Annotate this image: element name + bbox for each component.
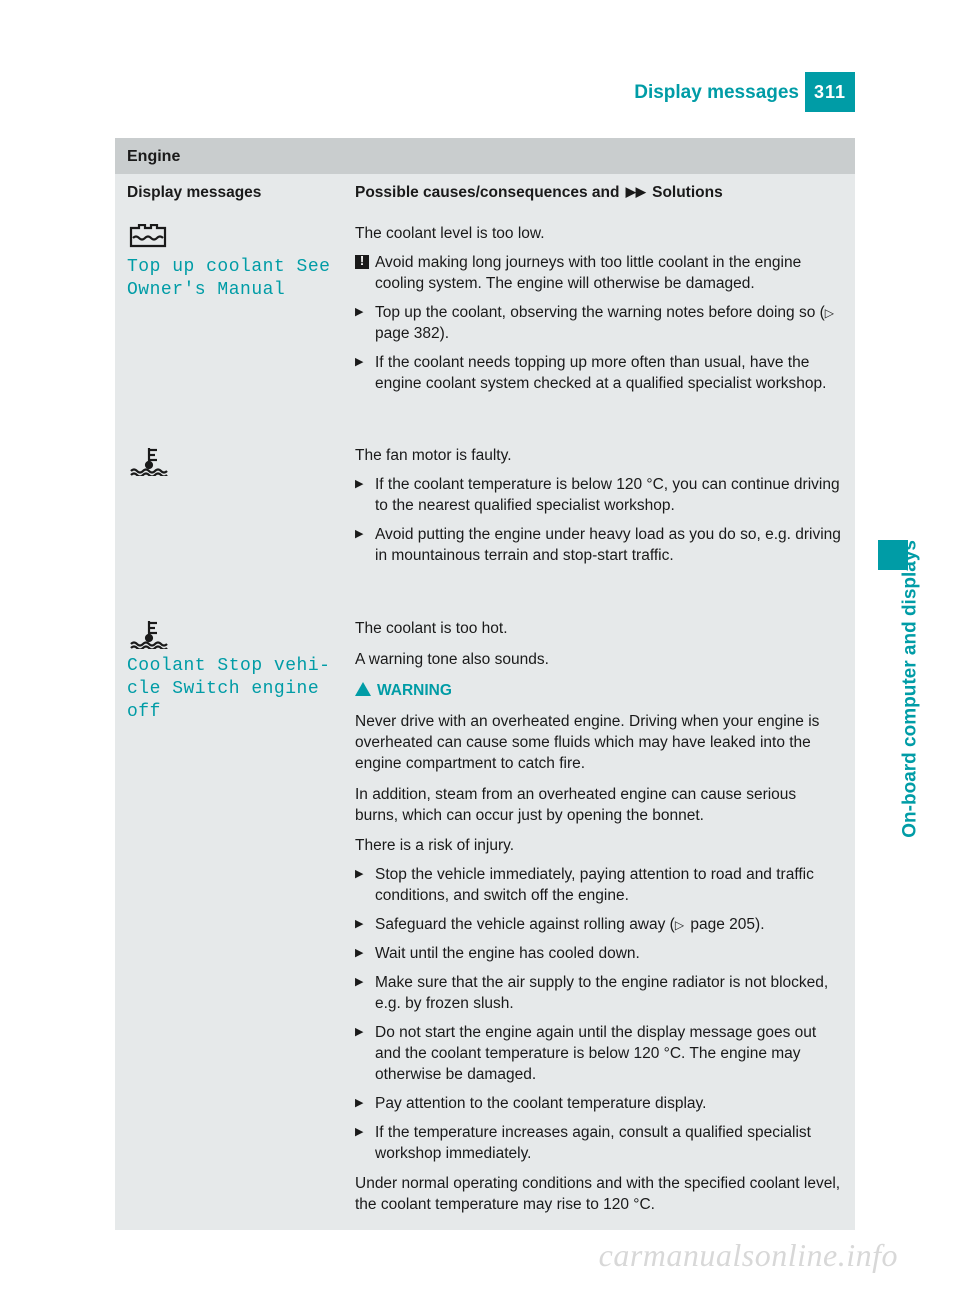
solutions-marker-icon: ▶▶: [626, 184, 646, 200]
page-content: Display messages 311 Engine Display mess…: [115, 80, 855, 1230]
solution-item: If the coolant needs topping up more oft…: [355, 353, 843, 395]
col-header-solutions: Possible causes/consequences and ▶▶ Solu…: [343, 174, 855, 212]
display-message-text: Coolant Stop vehi‐cle Switch engineoff: [127, 655, 331, 724]
solution-list: Stop the vehicle immediately, paying att…: [355, 865, 843, 1164]
solution-list: Avoid making long journeys with too litt…: [355, 253, 843, 395]
solution-item: Top up the coolant, observing the warnin…: [355, 303, 843, 345]
col-header-display: Display messages: [115, 174, 343, 212]
intro-text: The coolant level is too low.: [355, 224, 843, 245]
page-ref-icon: ▷: [675, 917, 684, 933]
section-side-label: On-board computer and displays: [900, 540, 922, 838]
solution-item: Avoid putting the engine under heavy loa…: [355, 525, 843, 567]
section-title: Engine: [115, 138, 855, 174]
warning-triangle-icon: [355, 682, 371, 696]
warning-text: There is a risk of injury.: [355, 836, 843, 857]
page-ref-icon: ▷: [825, 305, 834, 321]
coolant-level-icon: [127, 224, 171, 250]
solution-item: Safeguard the vehicle against rolling aw…: [355, 915, 843, 936]
solution-item: If the coolant temperature is below 120 …: [355, 475, 843, 517]
intro-text: A warning tone also sounds.: [355, 650, 843, 671]
warning-text: In addition, steam from an overheated en…: [355, 785, 843, 827]
coolant-temp-icon: [127, 446, 171, 476]
solution-list: If the coolant temperature is below 120 …: [355, 475, 843, 567]
solution-item: If the temperature increases again, cons…: [355, 1123, 843, 1165]
table-row: The fan motor is faulty. If the coolant t…: [115, 434, 855, 581]
solution-item: Do not start the engine again until the …: [355, 1023, 843, 1086]
solution-item: Avoid making long journeys with too litt…: [355, 253, 843, 295]
table-row: Top up coolant SeeOwner's Manual The cool…: [115, 212, 855, 408]
page-number: 311: [805, 72, 855, 112]
page-header: Display messages 311: [115, 80, 855, 114]
solution-item: Pay attention to the coolant temperature…: [355, 1094, 843, 1115]
outro-text: Under normal operating conditions and wi…: [355, 1174, 843, 1216]
intro-text: The coolant is too hot.: [355, 619, 843, 640]
solution-item: Wait until the engine has cooled down.: [355, 944, 843, 965]
warning-text: Never drive with an overheated engine. D…: [355, 712, 843, 775]
solution-item: Stop the vehicle immediately, paying att…: [355, 865, 843, 907]
watermark: carmanualsonline.info: [599, 1237, 898, 1274]
warning-heading: WARNING: [355, 681, 843, 702]
table-row: Coolant Stop vehi‐cle Switch engineoff Th…: [115, 607, 855, 1230]
coolant-temp-icon: [127, 619, 171, 649]
display-message-text: Top up coolant SeeOwner's Manual: [127, 256, 331, 302]
solution-item: Make sure that the air supply to the eng…: [355, 973, 843, 1015]
messages-table: Display messages Possible causes/consequ…: [115, 174, 855, 1230]
header-title: Display messages: [634, 82, 799, 104]
intro-text: The fan motor is faulty.: [355, 446, 843, 467]
